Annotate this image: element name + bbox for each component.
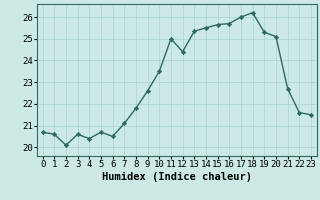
X-axis label: Humidex (Indice chaleur): Humidex (Indice chaleur)	[102, 172, 252, 182]
